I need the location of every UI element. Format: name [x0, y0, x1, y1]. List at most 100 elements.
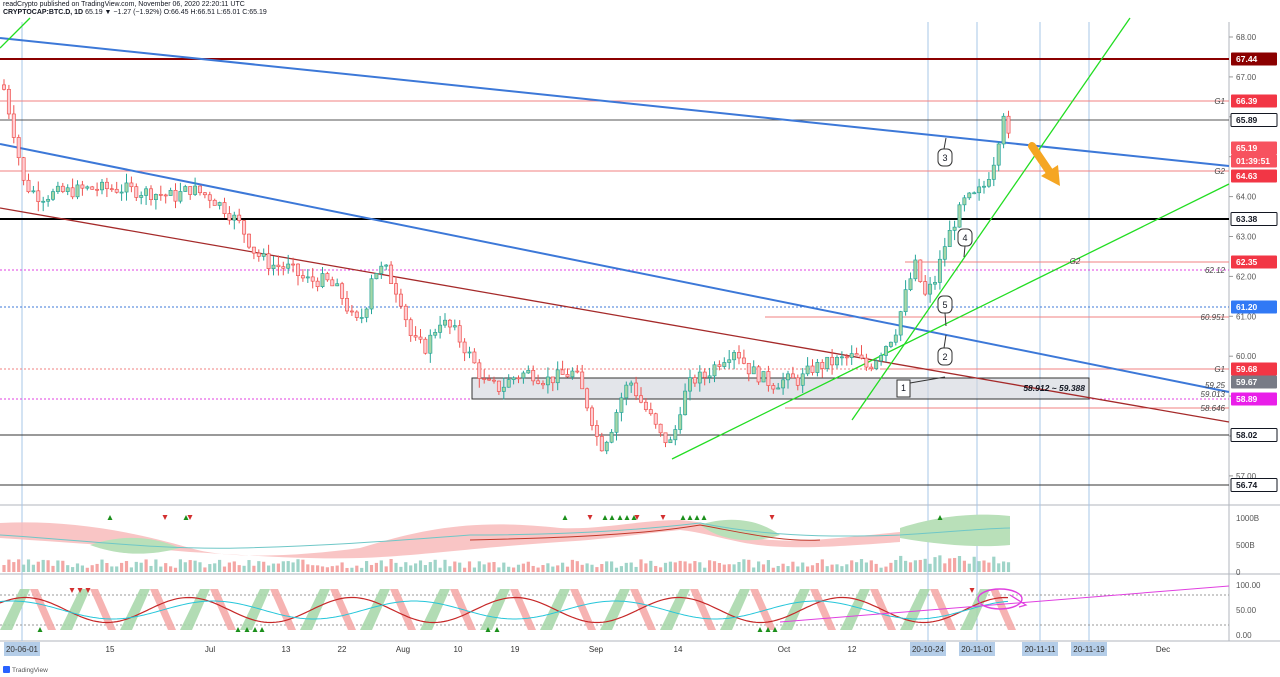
time-axis-label: 12 [848, 645, 857, 654]
candle-body [31, 190, 36, 193]
volume-bar [918, 559, 922, 572]
volume-bar [124, 561, 129, 572]
candle-body [70, 187, 75, 198]
candle-body [335, 283, 340, 287]
candle-body [590, 407, 594, 426]
time-axis-label: Sep [589, 645, 604, 654]
buy-signal-icon [259, 627, 265, 632]
volume-bar [840, 566, 844, 572]
candle-body [692, 377, 697, 384]
candle-body [482, 378, 487, 380]
candle-body [119, 191, 124, 194]
volume-axis-label: 500B [1236, 541, 1255, 550]
price-label: 59.67 [1236, 377, 1258, 387]
volume-bar [688, 563, 692, 572]
candle-body [80, 184, 85, 189]
candle-body [1006, 115, 1011, 134]
volume-bar [262, 561, 266, 572]
volume-bar [100, 559, 104, 572]
time-marker-box [910, 642, 946, 656]
volume-bar [164, 563, 168, 572]
candle-body [276, 264, 281, 268]
candle-body [124, 182, 129, 193]
volume-bar [516, 564, 521, 572]
volume-bar [149, 565, 153, 572]
candle-body [325, 273, 330, 281]
osc-band-green [120, 589, 150, 630]
volume-bar [144, 559, 148, 572]
candle-body [369, 278, 374, 310]
candle-body [296, 263, 300, 276]
volume-bar [668, 561, 672, 572]
volume-bar [614, 567, 619, 572]
volume-bar [722, 564, 726, 572]
volume-bar [943, 563, 947, 572]
trendline-green-3 [0, 17, 31, 49]
buy-signal-icon [937, 515, 943, 520]
buy-signal-icon [617, 515, 623, 520]
volume-bar [987, 562, 991, 572]
publish-info: readCrypto published on TradingView.com,… [3, 1, 245, 8]
candle-body [11, 113, 16, 138]
osc-band-red [210, 589, 236, 630]
candles [2, 79, 1011, 455]
volume-bar [482, 564, 486, 572]
volume-bar [438, 567, 442, 572]
volume-bar [678, 560, 682, 572]
candle-body [962, 197, 967, 206]
volume-bar [649, 560, 653, 572]
candle-body [835, 357, 839, 366]
candle-body [511, 377, 516, 380]
volume-bar [467, 561, 472, 572]
price-label-box [1231, 300, 1277, 314]
osc-band-green [300, 589, 330, 630]
volume-bar [208, 564, 212, 572]
volume-bar [659, 567, 663, 572]
price-tick: 57.00 [1236, 472, 1257, 481]
candle-body [570, 370, 575, 378]
price-label: 59.68 [1236, 364, 1258, 374]
candle-body [879, 355, 884, 362]
volume-bar [227, 562, 231, 572]
candle-body [193, 185, 198, 195]
candle-body [330, 279, 335, 287]
time-axis-label: 20-11-11 [1025, 645, 1056, 654]
time-axis-label: Aug [396, 645, 410, 654]
candle-body [957, 204, 962, 228]
ohlc-values: 65.19 ▼ −1.27 (−1.92%) O:66.45 H:66.51 L… [85, 9, 267, 16]
highlight-circle-icon [977, 588, 1023, 610]
candle-body [972, 192, 977, 195]
volume-bar [369, 564, 374, 572]
volume-bar [247, 560, 251, 572]
volume-bar [26, 559, 31, 572]
osc-band-red [690, 589, 716, 630]
volume-bar [845, 564, 849, 572]
callout-4: 4 [957, 228, 973, 258]
candle-body [281, 266, 286, 269]
volume-bar [908, 562, 913, 572]
candle-body [163, 194, 168, 197]
candle-body [315, 280, 320, 288]
volume-bar [590, 564, 594, 572]
volume-bar [972, 556, 976, 572]
time-axis-label: Oct [778, 645, 791, 654]
volume-bar [561, 562, 565, 572]
buy-signal-icon [183, 515, 189, 520]
volume-bar [281, 561, 285, 572]
candle-body [247, 233, 251, 248]
candle-body [560, 369, 565, 375]
volume-bar [531, 565, 535, 572]
price-label: 61.20 [1236, 302, 1258, 312]
candle-body [908, 278, 913, 291]
candle-body [467, 351, 472, 354]
volume-bar [477, 561, 481, 572]
osc-band-green [420, 589, 450, 630]
price-label-box [1231, 362, 1277, 376]
volume-bar [497, 567, 501, 572]
candle-body [805, 365, 810, 375]
price-label: 62.35 [1236, 257, 1258, 267]
volume-bar [982, 560, 986, 572]
price-label: 64.63 [1236, 171, 1258, 181]
cloud-green [90, 537, 180, 554]
